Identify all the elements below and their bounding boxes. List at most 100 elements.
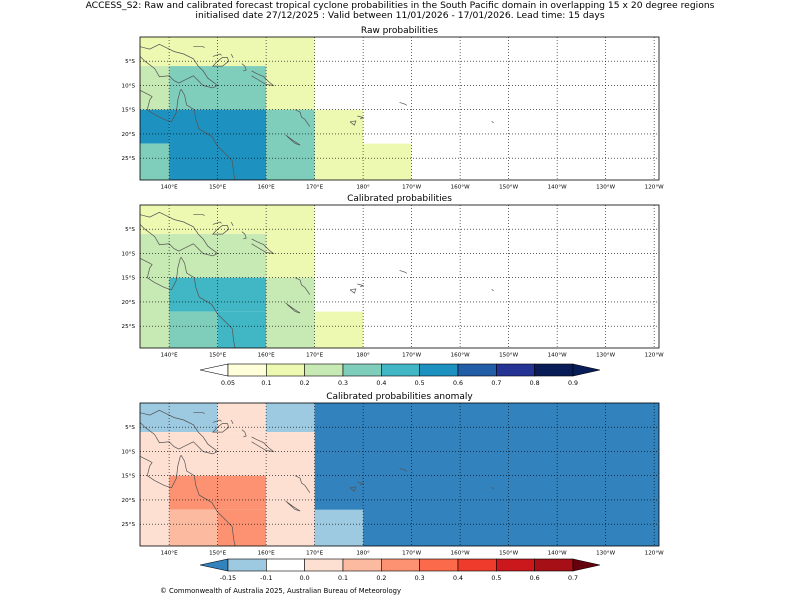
probability-cell [363, 143, 412, 180]
map-frame [139, 36, 660, 181]
coastline [211, 225, 230, 235]
panel-title: Calibrated probabilities anomaly [326, 392, 473, 402]
longitude-tick-label: 140°E [161, 551, 178, 557]
page-subtitle: initialised date 27/12/2025 : Valid betw… [195, 10, 605, 21]
latitude-tick-label: 15°S [122, 108, 136, 114]
panel-title: Raw probabilities [361, 26, 439, 36]
colorbar-segment [457, 558, 497, 572]
colorbar-segment [342, 363, 382, 377]
probability-cell [266, 403, 315, 433]
probability-cell [217, 311, 267, 348]
colorbar-segment [534, 558, 574, 572]
longitude-tick-label: 160°W [451, 551, 470, 557]
latitude-tick-label: 20°S [122, 132, 136, 138]
coastline [251, 238, 275, 255]
probability-cell [266, 475, 315, 546]
latitude-tick-label: 25°S [122, 156, 136, 162]
colorbar-segment [496, 558, 535, 572]
coastline [193, 46, 205, 48]
coastline [251, 70, 275, 87]
coastline [491, 289, 494, 292]
colorbar-segment [534, 363, 574, 377]
longitude-tick-label: 170°E [306, 353, 323, 359]
coastline [357, 115, 365, 120]
colorbar-tick-label: -0.15 [220, 575, 236, 582]
colorbar-tick-label: 0.2 [376, 575, 386, 582]
coastline [295, 109, 311, 127]
latitude-tick-label: 10°S [122, 449, 136, 455]
colorbar-segment [496, 363, 535, 377]
probability-cell [169, 432, 218, 476]
colorbar-tick-label: 0.0 [300, 575, 310, 582]
coastline [295, 277, 311, 295]
colorbar-segment [266, 363, 305, 377]
coastline [357, 283, 365, 288]
longitude-tick-label: 160°E [258, 185, 275, 191]
probability-cell [169, 311, 218, 348]
coastline [251, 436, 275, 453]
latitude-tick-label: 15°S [122, 276, 136, 282]
probability-cell [266, 109, 315, 180]
colorbar-tick-label: 0.5 [415, 380, 425, 387]
longitude-tick-label: 170°W [402, 551, 421, 557]
colorbar-segment [381, 363, 420, 377]
probability-cell [266, 432, 315, 476]
probability-cell [140, 205, 170, 235]
colorbar-segment [419, 363, 459, 377]
coastline [212, 221, 222, 225]
colorbar-tick-label: 0.1 [261, 380, 271, 387]
colorbar-tick-label: 0.5 [491, 575, 501, 582]
longitude-tick-label: 150°W [499, 185, 518, 191]
probability-cell [314, 509, 364, 546]
calibrated-probabilities-colorbar: 0.05 0.1 0.2 0.3 0.4 0.5 0.6 0.7 0.8 0.9 [199, 363, 601, 387]
coastline [140, 256, 236, 348]
longitude-tick-label: 160°E [258, 353, 275, 359]
longitude-tick-label: 130°W [596, 353, 615, 359]
longitude-tick-label: 170°E [306, 551, 323, 557]
colorbar-segment [304, 363, 344, 377]
longitude-tick-label: 140°W [548, 185, 567, 191]
probability-cell [314, 311, 364, 348]
coastline [140, 454, 236, 546]
longitude-tick-label: 180° [356, 551, 370, 557]
calibrated-anomaly-colorbar: -0.15 -0.1 0.0 0.1 0.2 0.3 0.4 0.5 0.6 0.7 [199, 558, 601, 582]
longitude-tick-label: 150°E [209, 185, 226, 191]
coastline [241, 429, 247, 438]
longitude-tick-label: 160°W [451, 185, 470, 191]
raw-probabilities-panel: Raw probabilities 140°E 150°E 160°E 170°E 180… [122, 26, 665, 191]
probability-cell [266, 66, 315, 110]
calibrated-anomaly-panel: Calibrated probabilities anomaly 140°E 150… [122, 392, 665, 557]
colorbar-tick-label: 0.3 [338, 380, 348, 387]
colorbar-tick-label: 0.6 [453, 380, 463, 387]
longitude-tick-label: 170°W [402, 353, 421, 359]
colorbar-tick-label: 0.8 [530, 380, 540, 387]
colorbar-segment [457, 363, 497, 377]
latitude-tick-label: 20°S [122, 498, 136, 504]
colorbar-tick-label: 0.6 [530, 575, 540, 582]
longitude-tick-label: 140°W [548, 353, 567, 359]
colorbar-tick-label: 0.7 [491, 380, 501, 387]
longitude-tick-label: 170°W [402, 185, 421, 191]
probability-cell [140, 234, 170, 348]
probability-cell [217, 432, 267, 476]
probability-cell [314, 403, 659, 546]
coastline [491, 121, 494, 124]
longitude-tick-label: 120°W [645, 353, 664, 359]
coastline [349, 288, 357, 294]
latitude-tick-label: 10°S [122, 251, 136, 257]
probability-cell [169, 475, 267, 510]
coastline [211, 423, 230, 433]
probability-cell [140, 37, 170, 67]
colorbar-segment [227, 363, 267, 377]
longitude-tick-label: 150°E [209, 353, 226, 359]
calibrated-probabilities-panel: Calibrated probabilities 140°E 150°E 160°E 1… [122, 194, 665, 359]
coastline [230, 53, 234, 58]
longitude-tick-label: 150°W [499, 353, 518, 359]
colorbar-segment [227, 558, 267, 572]
probability-cell [266, 234, 315, 278]
longitude-tick-label: 150°E [209, 551, 226, 557]
colorbar-tick-label: 0.4 [453, 575, 463, 582]
colorbar-tick-label: -0.1 [260, 575, 272, 582]
probability-cell [140, 143, 170, 180]
colorbar-tick-label: 0.7 [568, 575, 578, 582]
